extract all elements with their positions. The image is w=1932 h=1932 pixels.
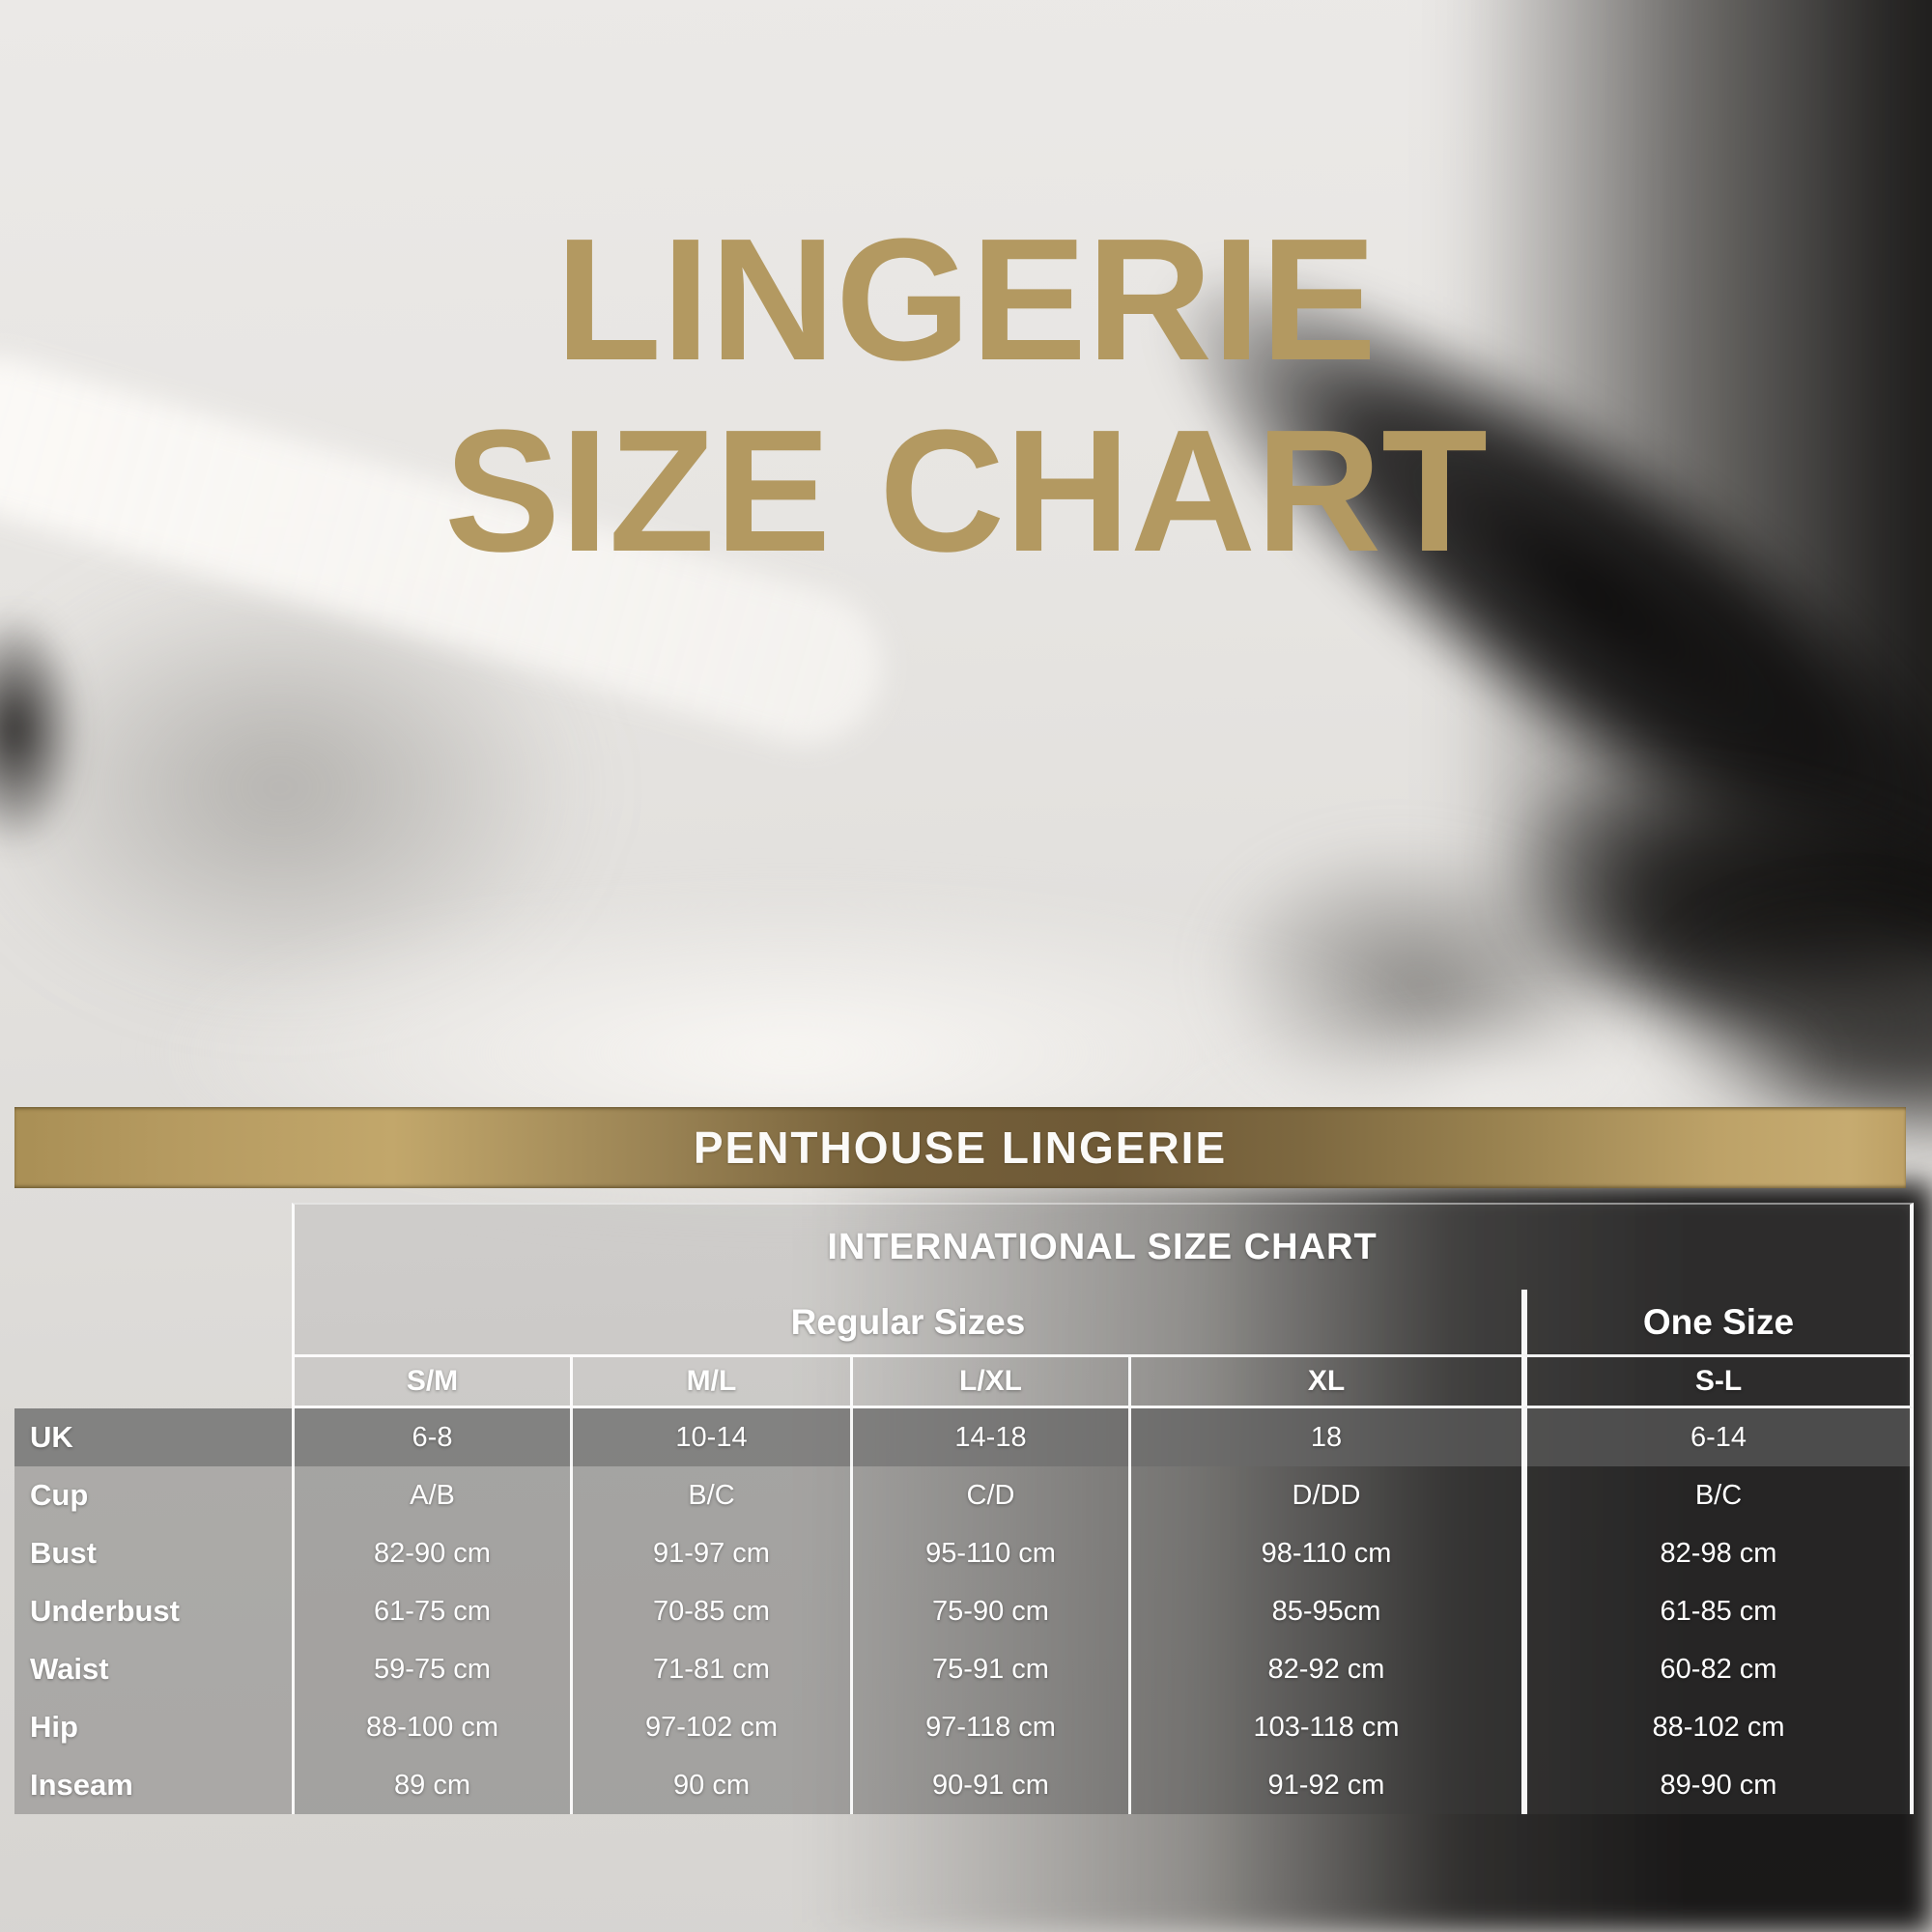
table-corner-spacer [14,1354,292,1408]
group-header-one-size: One Size [1521,1290,1914,1354]
row-label-cup: Cup [14,1466,292,1524]
table-corner-spacer [14,1203,292,1290]
table-cell: 95-110 cm [850,1524,1128,1582]
column-header-ml: M/L [570,1354,850,1408]
group-header-regular-sizes: Regular Sizes [292,1290,1521,1354]
table-cell: A/B [292,1466,570,1524]
table-cell: 18 [1128,1408,1521,1466]
size-chart-table: INTERNATIONAL SIZE CHART Regular Sizes O… [14,1203,1914,1814]
page-title-line-1: LINGERIE [554,203,1378,397]
row-label-inseam: Inseam [14,1756,292,1814]
photo-face-shadow [0,570,589,1005]
table-cell: 103-118 cm [1128,1698,1521,1756]
row-label-uk: UK [14,1408,292,1466]
table-cell: D/DD [1128,1466,1521,1524]
table-cell: 75-91 cm [850,1640,1128,1698]
table-cell: 98-110 cm [1128,1524,1521,1582]
table-cell: 89-90 cm [1521,1756,1914,1814]
row-label-underbust: Underbust [14,1582,292,1640]
table-cell: 70-85 cm [570,1582,850,1640]
column-header-lxl: L/XL [850,1354,1128,1408]
column-header-sl: S-L [1521,1354,1914,1408]
table-cell: 71-81 cm [570,1640,850,1698]
table-cell: 59-75 cm [292,1640,570,1698]
brand-banner: PENTHOUSE LINGERIE [14,1107,1906,1188]
brand-banner-label: PENTHOUSE LINGERIE [693,1122,1228,1173]
table-cell: 88-102 cm [1521,1698,1914,1756]
column-header-sm: S/M [292,1354,570,1408]
table-cell: B/C [570,1466,850,1524]
table-cell: 88-100 cm [292,1698,570,1756]
table-cell: 61-75 cm [292,1582,570,1640]
table-cell: 82-92 cm [1128,1640,1521,1698]
row-label-hip: Hip [14,1698,292,1756]
photo-eyelashes [0,609,82,850]
table-cell: 91-97 cm [570,1524,850,1582]
table-cell: 14-18 [850,1408,1128,1466]
table-header: INTERNATIONAL SIZE CHART [292,1203,1914,1290]
table-cell: 89 cm [292,1756,570,1814]
photo-sheet-highlight-2 [1131,962,1844,1231]
table-cell: 10-14 [570,1408,850,1466]
table-cell: C/D [850,1466,1128,1524]
table-cell: 60-82 cm [1521,1640,1914,1698]
row-label-bust: Bust [14,1524,292,1582]
table-cell: 97-102 cm [570,1698,850,1756]
row-label-waist: Waist [14,1640,292,1698]
table-cell: 90 cm [570,1756,850,1814]
table-cell: 82-98 cm [1521,1524,1914,1582]
table-cell: 61-85 cm [1521,1582,1914,1640]
table-cell: 90-91 cm [850,1756,1128,1814]
page-title-line-2: SIZE CHART [444,394,1488,588]
column-header-xl: XL [1128,1354,1521,1408]
page-title: LINGERIE SIZE CHART [0,205,1932,587]
table-cell: 85-95cm [1128,1582,1521,1640]
table-cell: 82-90 cm [292,1524,570,1582]
table-cell: 6-14 [1521,1408,1914,1466]
table-corner-spacer [14,1290,292,1354]
table-cell: 91-92 cm [1128,1756,1521,1814]
table-cell: 97-118 cm [850,1698,1128,1756]
table-cell: 6-8 [292,1408,570,1466]
table-cell: B/C [1521,1466,1914,1524]
table-cell: 75-90 cm [850,1582,1128,1640]
